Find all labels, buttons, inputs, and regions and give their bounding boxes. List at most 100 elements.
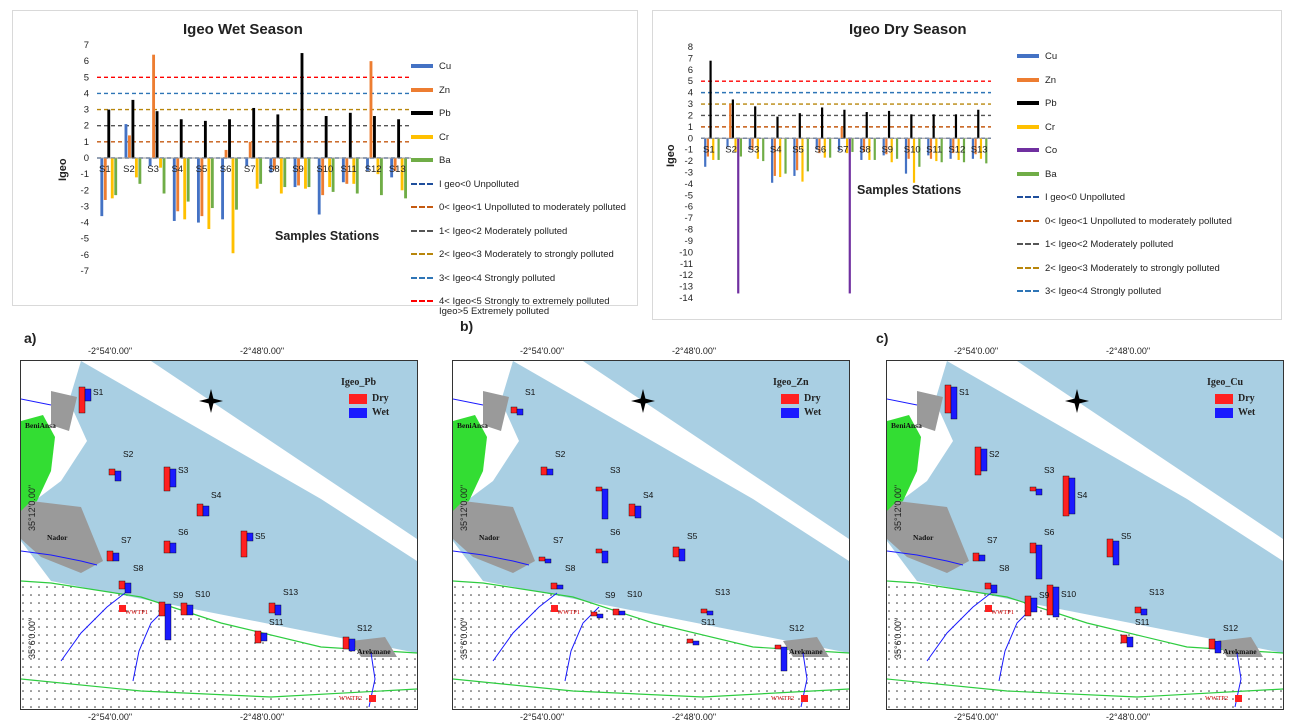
y-tick-label: -2 xyxy=(81,185,89,196)
river xyxy=(887,398,918,406)
bar-cr xyxy=(183,158,187,220)
bar-cr xyxy=(400,158,404,191)
legend-threshold-label: 0< Igeo<1 Unpolluted to moderately pollu… xyxy=(1045,215,1232,227)
wet-bar xyxy=(1126,636,1134,648)
wet-label: Wet xyxy=(1238,407,1256,418)
y-tick-label: -5 xyxy=(81,234,89,245)
vegetation-area xyxy=(887,415,921,511)
station-label-s10: S10 xyxy=(627,589,643,599)
legend-label: Pb xyxy=(439,108,451,119)
bar-pb xyxy=(179,119,183,158)
bar-cr xyxy=(756,138,759,159)
wwtp1-label: WWTP1 xyxy=(557,609,581,616)
bar-zn xyxy=(974,138,977,155)
wwtp2-label: WWTP2 xyxy=(339,695,363,702)
legend-item-ba: Ba xyxy=(1017,163,1232,187)
map-b-letter: b) xyxy=(460,318,474,334)
station-label-s1: S1 xyxy=(959,387,970,397)
bar-ba xyxy=(940,138,943,163)
bar-cr xyxy=(890,138,893,163)
map-legend-wet: Wet xyxy=(781,407,821,418)
bar-cr xyxy=(979,138,983,159)
dry-label: Dry xyxy=(372,393,389,404)
bar-pb xyxy=(397,119,401,158)
wet-bar xyxy=(950,386,958,420)
dry-bar xyxy=(774,644,782,650)
legend-threshold: I geo<0 Unpolluted xyxy=(411,173,626,197)
dry-bar xyxy=(984,582,992,590)
wet-label: Wet xyxy=(372,407,390,418)
wet-season-chart-panel: Igeo Wet Season 7 6 5 4 3 2 1 0 -1 -2 -3 -4 -5 -6 -7 S1… xyxy=(12,10,638,317)
wet-bar xyxy=(556,584,564,590)
dry-bar xyxy=(590,611,598,617)
bar-cu xyxy=(100,158,104,217)
y-tick-label: -7 xyxy=(81,266,89,277)
town-beni-ansa: BeniAnsa xyxy=(891,421,922,430)
bar-zn xyxy=(773,138,776,176)
map-canvas xyxy=(887,361,1283,709)
map-legend-title: Igeo_Zn xyxy=(773,377,809,388)
bar-pb xyxy=(131,99,135,158)
bar-cu xyxy=(124,124,128,158)
bar-ba xyxy=(829,138,832,158)
y-tick-label: 0 xyxy=(688,133,693,144)
bar-zn xyxy=(706,138,709,157)
lat-label-left-top: 35°12'0.00" xyxy=(893,484,903,531)
dry-bar xyxy=(538,556,546,562)
station-label-s10: S10 xyxy=(195,589,211,599)
bar-cr xyxy=(328,158,332,188)
legend-threshold: 4< Igeo<5 Strongly to extremely polluted xyxy=(411,290,626,314)
dry-chart-plot: 876543210-1-2-3-4-5-6-7-8-9-10-11-12-13-… xyxy=(679,42,991,304)
legend-swatch xyxy=(1017,171,1039,176)
x-tick-label: S10 xyxy=(316,164,333,175)
legend-dash-swatch xyxy=(411,206,433,209)
map-a-coord-bottom-left: -2°54'0.00" xyxy=(88,712,133,722)
bar-ba xyxy=(379,158,383,196)
wet-bar xyxy=(546,468,554,476)
bar-ba xyxy=(806,138,809,172)
legend-swatch xyxy=(411,64,433,69)
wwtp2-marker xyxy=(369,695,376,702)
bar-cu xyxy=(837,138,841,151)
lat-label-left-bottom: 35°6'0.00" xyxy=(893,617,903,659)
bar-pb xyxy=(887,110,891,139)
dry-bar xyxy=(78,386,86,414)
wet-bar xyxy=(1112,540,1120,566)
bar-cr xyxy=(231,158,235,254)
bar-co xyxy=(848,138,851,294)
wet-swatch xyxy=(781,407,799,418)
station-label-s3: S3 xyxy=(178,465,189,475)
x-tick-label: S8 xyxy=(859,144,871,155)
station-label-s11: S11 xyxy=(1135,617,1150,627)
map-panel-cu: Igeo_Cu Dry Wet BeniAnsa Nador Arekmane WWTP1 W… xyxy=(886,360,1284,710)
y-tick-label: 4 xyxy=(84,88,89,99)
lat-label-left-top: 35°12'0.00" xyxy=(27,484,37,531)
map-c-coord-bottom-right: -2°48'0.00" xyxy=(1106,712,1151,722)
x-tick-label: S1 xyxy=(99,164,111,175)
sea-area xyxy=(21,361,417,653)
lat-label-left-bottom: 35°6'0.00" xyxy=(27,617,37,659)
river xyxy=(21,550,98,566)
wet-bar xyxy=(112,552,120,562)
bar-cr xyxy=(935,138,938,162)
wet-bar xyxy=(678,548,686,562)
bar-ba xyxy=(895,138,899,159)
legend-dash-swatch xyxy=(411,253,433,256)
legend-item-pb: Pb xyxy=(1017,92,1232,116)
y-tick-label: -8 xyxy=(685,225,693,236)
legend-threshold: I geo<0 Unpolluted xyxy=(1017,186,1232,210)
station-label-s2: S2 xyxy=(555,449,566,459)
y-tick-label: -6 xyxy=(81,250,89,261)
wet-bar xyxy=(692,640,700,646)
legend-swatch xyxy=(411,87,433,92)
legend-threshold: 3< Igeo<4 Strongly polluted xyxy=(1017,280,1232,304)
urban-nador xyxy=(453,501,535,573)
station-label-s5: S5 xyxy=(255,531,266,541)
bar-cr xyxy=(823,138,826,158)
wwtp2-marker xyxy=(801,695,808,702)
x-tick-label: S3 xyxy=(147,164,159,175)
legend-threshold-label: 4< Igeo<5 Strongly to extremely polluted xyxy=(439,296,610,307)
wet-bar xyxy=(1035,488,1043,496)
legend-label: Ba xyxy=(439,155,451,166)
bar-cu xyxy=(949,138,952,159)
